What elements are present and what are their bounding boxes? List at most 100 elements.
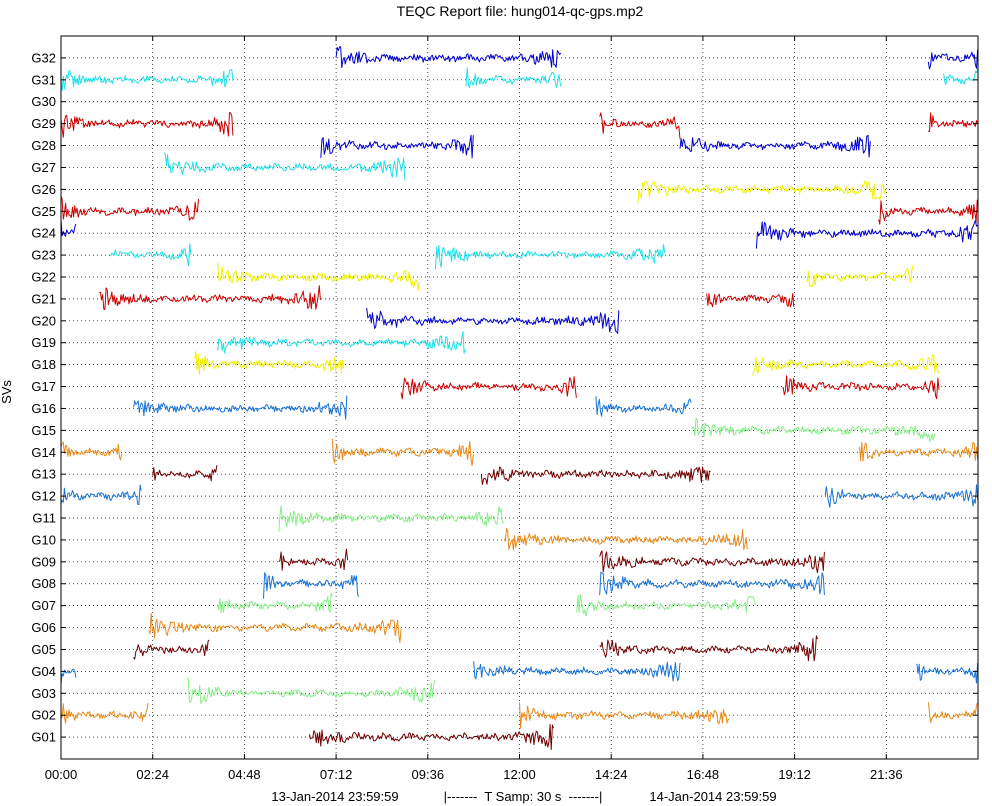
pass-g18 [752,354,940,376]
series-g21 [99,285,795,311]
x-tick-label: 04:48 [228,767,261,782]
pass-g29 [599,112,681,139]
y-tick-label: G29 [31,116,56,131]
y-tick-label: G31 [31,72,56,87]
pass-g01 [308,724,554,751]
y-tick-label: G13 [31,467,56,482]
pass-g25 [60,196,199,221]
pass-g03 [187,677,436,704]
pass-g21 [99,285,321,311]
pass-g09 [599,550,825,574]
pass-g08 [599,571,825,596]
pass-g29 [928,112,979,133]
x-tick-label: 21:36 [870,767,903,782]
y-tick-label: G23 [31,248,56,263]
y-tick-label: G20 [31,313,56,328]
pass-g22 [217,262,420,292]
series-g23 [110,243,666,270]
pass-g13 [480,466,711,485]
x-tick-label: 19:12 [778,767,811,782]
pass-g12 [60,484,142,506]
series-g05 [133,635,818,662]
series-g04 [60,661,979,685]
pass-g13 [152,465,218,482]
x-tick-label: 00:00 [45,767,78,782]
pass-g07 [217,592,333,614]
series-g03 [187,677,436,704]
pass-g18 [194,351,345,375]
pass-g29 [60,112,234,138]
pass-g32 [335,46,562,69]
series-g09 [278,548,825,574]
series-g29 [60,112,979,139]
pass-g06 [148,612,402,644]
pass-g02 [519,702,730,729]
pass-g19 [217,331,466,354]
series-g15 [691,417,936,442]
series-g26 [637,180,886,204]
pass-g24 [755,220,978,249]
pass-g32 [927,49,979,70]
series-g12 [60,484,979,508]
pass-g04 [60,668,77,685]
pass-g20 [366,307,620,334]
y-tick-label: G03 [31,686,56,701]
series-g16 [133,395,692,420]
pass-g16 [133,395,348,420]
x-tick-label: 14:24 [595,767,628,782]
pass-g04 [473,661,681,682]
series-g28 [320,134,871,159]
pass-g02 [927,702,979,724]
series-g27 [163,152,406,181]
series-g24 [60,219,978,249]
y-tick-label: G08 [31,576,56,591]
series-g10 [503,528,749,551]
y-tick-label: G28 [31,138,56,153]
series-g25 [60,196,978,225]
y-tick-label: G12 [31,489,56,504]
y-tick-labels: G01 G02 G03 G04 G05 G06 G07 G08 G09 G10 G11 G12 G13 G… [31,50,978,745]
y-tick-label: G26 [31,182,56,197]
y-tick-label: G19 [31,335,56,350]
pass-g31 [943,65,979,86]
y-tick-label: G06 [31,620,56,635]
pass-g04 [916,662,979,684]
series-g18 [194,351,940,376]
pass-g31 [60,69,234,91]
pass-g05 [599,635,818,662]
series-g19 [217,331,466,354]
y-tick-label: G14 [31,445,56,460]
series-g13 [152,465,711,485]
series-g17 [400,375,940,400]
series-g20 [366,307,620,334]
y-tick-label: G24 [31,226,56,241]
pass-g02 [60,703,149,724]
series-g32 [335,46,979,70]
pass-g22 [805,265,914,288]
pass-g27 [163,152,406,181]
x-tick-label: 12:00 [503,767,536,782]
pass-g25 [878,199,978,225]
pass-g11 [278,505,504,532]
series-g11 [278,505,504,532]
x-tick-label: 02:24 [136,767,169,782]
series-g07 [217,592,757,617]
pass-g05 [133,639,210,660]
pass-g17 [782,375,940,400]
y-tick-label: G10 [31,532,56,547]
y-tick-label: G07 [31,598,56,613]
pass-g12 [824,484,979,508]
y-tick-label: G04 [31,664,56,679]
y-tick-label: G25 [31,204,56,219]
x-tick-label: 07:12 [320,767,353,782]
y-tick-label: G15 [31,423,56,438]
pass-g23 [110,243,192,267]
y-tick-label: G27 [31,160,56,175]
pass-g15 [691,417,936,442]
footer-end-date: 14-Jan-2014 23:59:59 [649,789,776,804]
y-tick-label: G17 [31,379,56,394]
y-tick-label: G22 [31,270,56,285]
series-g22 [217,262,914,292]
chart-title: TEQC Report file: hung014-qc-gps.mp2 [397,3,644,19]
